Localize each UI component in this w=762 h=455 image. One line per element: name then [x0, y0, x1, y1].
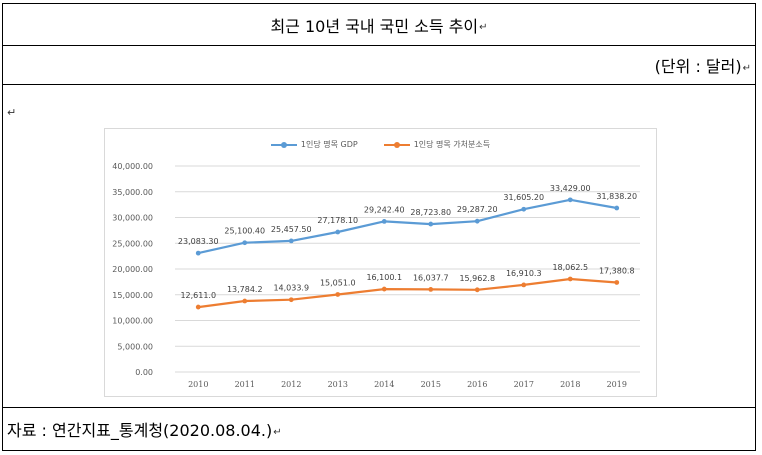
x-tick-label: 2013	[328, 380, 348, 389]
data-label: 16,910.3	[506, 269, 542, 278]
data-label: 23,083.30	[178, 237, 219, 246]
data-label: 27,178.10	[317, 216, 358, 225]
data-point	[242, 240, 248, 246]
x-tick-label: 2014	[374, 380, 394, 389]
series-line-gdp	[198, 198, 617, 255]
data-label: 15,962.8	[459, 274, 495, 283]
paragraph-mark: ↵	[273, 426, 282, 438]
data-point	[335, 229, 341, 235]
y-tick-label: 25,000.00	[112, 239, 153, 248]
x-tick-label: 2011	[235, 380, 255, 389]
data-point	[381, 219, 387, 224]
data-label: 16,037.7	[413, 273, 449, 282]
data-point	[195, 250, 201, 256]
source-row: 자료 : 연간지표_통계청(2020.08.04.) ↵	[3, 408, 755, 450]
unit-row: (단위 : 달러) ↵	[3, 46, 755, 85]
y-tick-label: 10,000.00	[112, 317, 153, 326]
data-point	[381, 286, 387, 292]
chart-legend: 1인당 명목 GDP 1인당 명목 가처분소득	[105, 139, 656, 150]
data-point	[428, 221, 434, 227]
data-label: 29,287.20	[457, 205, 498, 214]
data-point	[195, 304, 201, 310]
y-tick-label: 0.00	[135, 368, 153, 377]
legend-item-gdp: 1인당 명목 GDP	[270, 139, 358, 150]
line-chart[interactable]: 1인당 명목 GDP 1인당 명목 가처분소득 0.00 5,000.00 10,0…	[104, 128, 657, 397]
x-tick-label: 2012	[281, 380, 301, 389]
document-table: 최근 10년 국내 국민 소득 추이 ↵ (단위 : 달러) ↵ ↵ 1인당 명목 …	[2, 3, 756, 451]
y-tick-label: 35,000.00	[112, 188, 153, 197]
data-label: 29,242.40	[364, 205, 405, 214]
data-point	[288, 297, 294, 303]
data-label: 17,380.8	[599, 266, 635, 275]
x-tick-label: 2017	[514, 380, 534, 389]
data-point	[288, 238, 294, 244]
legend-swatch-gdp	[270, 141, 297, 148]
data-label: 25,457.50	[271, 225, 312, 234]
data-label: 31,605.20	[503, 193, 544, 202]
data-label: 14,033.9	[273, 284, 309, 293]
data-point	[567, 197, 573, 203]
y-tick-label: 5,000.00	[117, 342, 153, 351]
data-label: 15,051.0	[320, 278, 356, 287]
data-point	[521, 282, 527, 288]
legend-label-gdp: 1인당 명목 GDP	[300, 140, 358, 149]
unit-label: (단위 : 달러)	[654, 57, 742, 76]
series-line-disposable	[198, 277, 617, 309]
legend-label-disposable: 1인당 명목 가처분소득	[413, 140, 491, 149]
data-label: 25,100.40	[224, 227, 265, 236]
data-label: 31,838.20	[596, 192, 637, 201]
data-label: 12,611.0	[180, 291, 216, 300]
legend-swatch-disposable	[383, 141, 410, 148]
data-point	[521, 206, 527, 212]
x-tick-label: 2019	[607, 380, 627, 389]
paragraph-mark: ↵	[7, 106, 17, 119]
paragraph-mark: ↵	[742, 62, 751, 74]
x-tick-label: 2016	[467, 380, 487, 389]
data-point	[335, 292, 341, 297]
data-label: 33,429.00	[550, 184, 591, 193]
data-label: 16,100.1	[366, 273, 402, 282]
data-point	[474, 218, 480, 224]
legend-item-disposable: 1인당 명목 가처분소득	[383, 139, 491, 150]
data-label: 18,062.5	[552, 263, 588, 272]
title-row: 최근 10년 국내 국민 소득 추이 ↵	[3, 4, 755, 46]
x-tick-label: 2015	[421, 380, 441, 389]
data-point	[474, 287, 480, 293]
data-point	[567, 276, 573, 282]
chart-row: ↵ 1인당 명목 GDP 1인당 명목 가처분소득 0.00 5,000.00 10…	[3, 85, 755, 408]
chart-plot: 0.00 5,000.00 10,000.00 15,000.00 20,000.00 2…	[112, 162, 640, 389]
paragraph-mark: ↵	[479, 22, 488, 33]
data-point	[428, 287, 434, 292]
source-label: 자료 : 연간지표_통계청(2020.08.04.)	[7, 421, 273, 440]
x-tick-label: 2010	[188, 380, 208, 389]
y-tick-label: 40,000.00	[112, 162, 153, 171]
data-point	[614, 205, 620, 211]
y-tick-label: 20,000.00	[112, 265, 153, 274]
data-label: 13,784.2	[227, 285, 263, 294]
data-label: 28,723.80	[410, 208, 451, 217]
data-point	[614, 280, 620, 285]
y-tick-label: 15,000.00	[112, 291, 153, 300]
data-point	[242, 298, 248, 304]
x-tick-label: 2018	[560, 380, 580, 389]
table-title: 최근 10년 국내 국민 소득 추이	[270, 16, 479, 36]
y-tick-label: 30,000.00	[112, 214, 153, 223]
